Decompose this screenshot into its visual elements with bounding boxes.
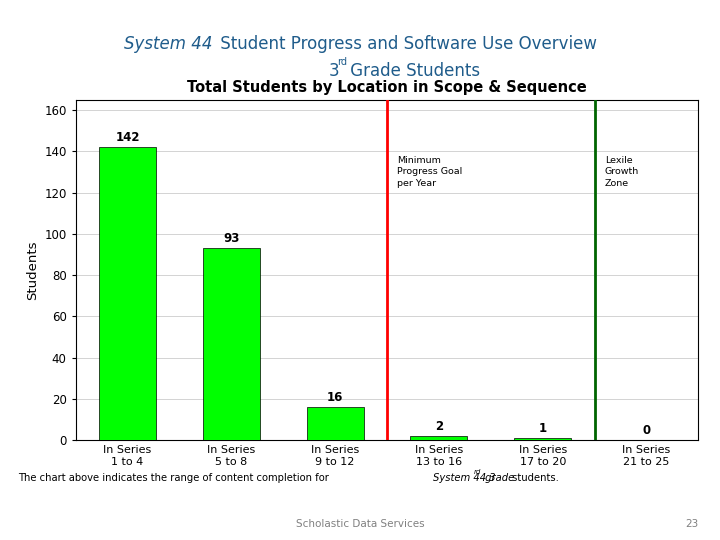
Text: 93: 93 — [223, 232, 240, 245]
Bar — [203, 248, 260, 440]
Text: 1: 1 — [539, 422, 546, 435]
Bar — [99, 147, 156, 440]
Text: System 44: System 44 — [124, 35, 212, 53]
Bar — [514, 438, 571, 440]
Text: 16: 16 — [327, 391, 343, 404]
Text: 3: 3 — [328, 62, 339, 80]
Bar — [307, 407, 364, 440]
Text: rd: rd — [474, 469, 481, 476]
Text: Scholastic Data Services: Scholastic Data Services — [296, 519, 424, 529]
Bar — [410, 436, 467, 440]
Text: 0: 0 — [642, 424, 651, 437]
Text: System 44 3: System 44 3 — [433, 473, 496, 483]
Text: Minimum
Progress Goal
per Year: Minimum Progress Goal per Year — [397, 156, 463, 188]
Text: The chart above indicates the range of content completion for: The chart above indicates the range of c… — [18, 473, 332, 483]
Text: Grade Students: Grade Students — [345, 62, 480, 80]
Title: Total Students by Location in Scope & Sequence: Total Students by Location in Scope & Se… — [187, 79, 587, 94]
Y-axis label: Students: Students — [26, 240, 39, 300]
Text: 142: 142 — [115, 131, 140, 144]
Text: 23: 23 — [685, 519, 698, 529]
Text: grade: grade — [482, 473, 514, 483]
Text: rd: rd — [337, 57, 347, 67]
Text: students.: students. — [509, 473, 559, 483]
Text: Lexile
Growth
Zone: Lexile Growth Zone — [605, 156, 639, 188]
Text: Student Progress and Software Use Overview: Student Progress and Software Use Overvi… — [215, 35, 597, 53]
Text: 2: 2 — [435, 420, 443, 433]
